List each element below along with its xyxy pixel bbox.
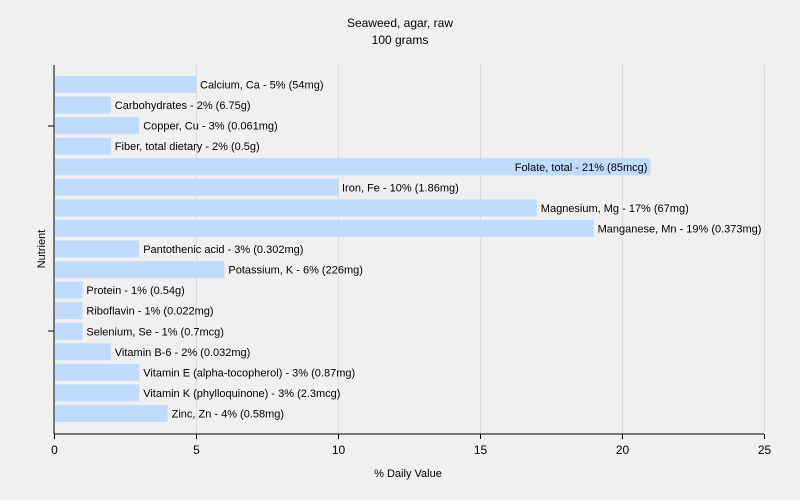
chart-subtitle: 100 grams: [372, 33, 429, 47]
bar-label: Vitamin E (alpha-tocopherol) - 3% (0.87m…: [143, 367, 355, 379]
x-tick-label: 25: [758, 443, 772, 457]
bar: [55, 96, 111, 114]
bar-label: Zinc, Zn - 4% (0.58mg): [172, 409, 284, 421]
bar: [55, 76, 196, 93]
x-ticks: 0 5 10 15 20 25: [51, 434, 771, 457]
bar: [55, 322, 83, 340]
bar-label: Folate, total - 21% (85mcg): [515, 162, 648, 174]
bar-label: Pantothenic acid - 3% (0.302mg): [143, 244, 303, 256]
bar: [55, 219, 594, 237]
y-axis-title: Nutrient: [36, 230, 48, 269]
bar: [55, 178, 338, 196]
bar: [55, 302, 83, 320]
bar-label: Selenium, Se - 1% (0.7mcg): [86, 326, 224, 338]
bar: [55, 384, 140, 402]
bar-label: Calcium, Ca - 5% (54mg): [200, 80, 323, 92]
bar: [55, 363, 140, 381]
axes: [48, 65, 764, 435]
x-tick-label: 10: [332, 443, 346, 457]
gridlines: [196, 65, 765, 434]
bar: [55, 137, 111, 155]
bar: [55, 261, 225, 279]
bar: [55, 281, 83, 299]
bar: [55, 405, 168, 422]
bar-label: Vitamin B-6 - 2% (0.032mg): [115, 347, 251, 359]
x-axis-title: % Daily Value: [374, 468, 442, 480]
bar-label: Fiber, total dietary - 2% (0.5g): [115, 141, 260, 153]
bars-group: Calcium, Ca - 5% (54mg) Carbohydrates - 2…: [55, 76, 761, 422]
bar-label: Iron, Fe - 10% (1.86mg): [342, 182, 459, 194]
bar: [55, 158, 651, 176]
bar-label: Carbohydrates - 2% (6.75g): [115, 100, 251, 112]
bar-label: Potassium, K - 6% (226mg): [228, 265, 363, 277]
x-tick-label: 15: [474, 443, 488, 457]
bar-label: Vitamin K (phylloquinone) - 3% (2.3mcg): [143, 388, 340, 400]
bar-label: Manganese, Mn - 19% (0.373mg): [598, 223, 762, 235]
bar: [55, 240, 140, 258]
bar-label: Magnesium, Mg - 17% (67mg): [541, 203, 689, 215]
bar: [55, 343, 111, 361]
x-tick-label: 5: [193, 443, 200, 457]
bar: [55, 117, 140, 135]
chart-title: Seaweed, agar, raw: [347, 16, 453, 30]
bar: [55, 199, 537, 217]
bar-label: Riboflavin - 1% (0.022mg): [86, 306, 213, 318]
bar-label: Protein - 1% (0.54g): [86, 285, 184, 297]
x-tick-label: 0: [51, 443, 58, 457]
x-tick-label: 20: [616, 443, 630, 457]
bar-label: Copper, Cu - 3% (0.061mg): [143, 121, 278, 133]
